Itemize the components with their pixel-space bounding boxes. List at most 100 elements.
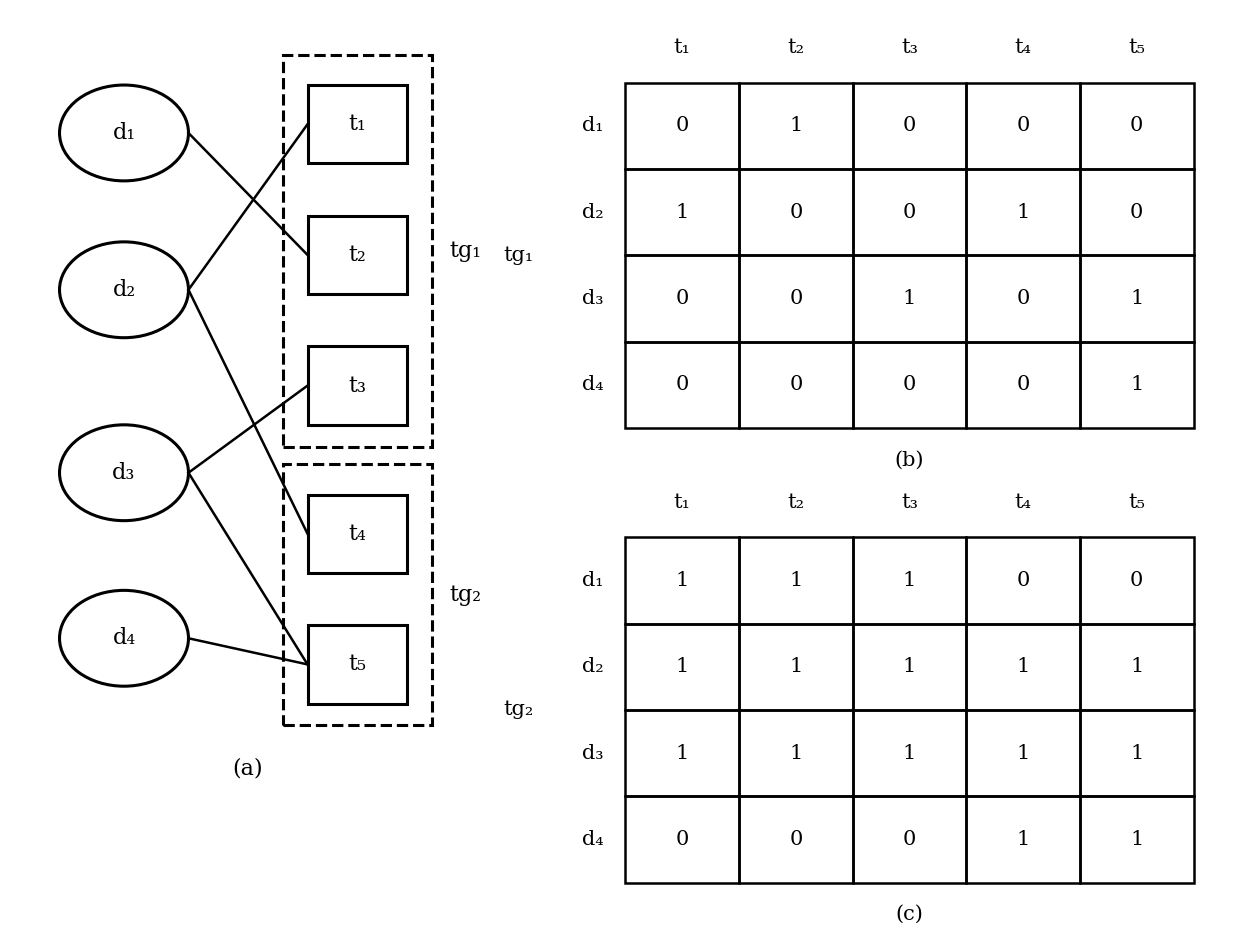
Text: t₂: t₂ xyxy=(348,244,366,266)
Text: 1: 1 xyxy=(676,743,689,762)
Text: t₁: t₁ xyxy=(673,492,691,511)
Text: 0: 0 xyxy=(1130,571,1143,590)
Text: 1: 1 xyxy=(676,203,689,222)
Bar xyxy=(625,623,739,710)
Text: t₁: t₁ xyxy=(348,114,366,135)
Text: t₂: t₂ xyxy=(787,492,805,511)
Text: 1: 1 xyxy=(789,116,802,135)
Text: (b): (b) xyxy=(895,451,924,470)
Bar xyxy=(739,710,853,796)
Text: tg₁: tg₁ xyxy=(503,246,533,265)
Text: t₄: t₄ xyxy=(1014,38,1032,57)
Text: 0: 0 xyxy=(903,830,916,849)
Text: 0: 0 xyxy=(1017,116,1030,135)
Bar xyxy=(1080,82,1194,169)
Text: 1: 1 xyxy=(903,657,916,676)
Bar xyxy=(853,169,966,256)
Bar xyxy=(966,796,1080,883)
Bar xyxy=(1080,169,1194,256)
Text: d₂: d₂ xyxy=(113,278,135,301)
Bar xyxy=(1080,710,1194,796)
Bar xyxy=(625,710,739,796)
Text: 0: 0 xyxy=(676,830,689,849)
Text: 0: 0 xyxy=(789,203,802,222)
Text: (c): (c) xyxy=(895,905,924,924)
Text: d₄: d₄ xyxy=(583,830,604,849)
Text: 0: 0 xyxy=(903,116,916,135)
Bar xyxy=(966,537,1080,623)
Bar xyxy=(853,256,966,342)
Text: t₅: t₅ xyxy=(1128,38,1146,57)
Bar xyxy=(1080,623,1194,710)
Text: d₁: d₁ xyxy=(113,122,135,144)
Text: 1: 1 xyxy=(1130,743,1143,762)
Bar xyxy=(966,169,1080,256)
Text: d₁: d₁ xyxy=(583,571,604,590)
Text: t₄: t₄ xyxy=(1014,492,1032,511)
Text: t₄: t₄ xyxy=(348,523,366,545)
Text: t₃: t₃ xyxy=(348,375,366,397)
Bar xyxy=(853,623,966,710)
Text: d₂: d₂ xyxy=(582,203,604,222)
Text: 0: 0 xyxy=(903,203,916,222)
Bar xyxy=(739,256,853,342)
Text: t₂: t₂ xyxy=(787,38,805,57)
Text: 0: 0 xyxy=(1017,289,1030,308)
Text: 0: 0 xyxy=(789,830,802,849)
Text: 1: 1 xyxy=(903,289,916,308)
Bar xyxy=(853,342,966,428)
Bar xyxy=(853,710,966,796)
Bar xyxy=(625,537,739,623)
Text: d₃: d₃ xyxy=(583,743,604,762)
Bar xyxy=(966,342,1080,428)
Text: d₃: d₃ xyxy=(113,462,135,484)
Text: 0: 0 xyxy=(789,375,802,394)
Text: tg₁: tg₁ xyxy=(449,240,481,261)
Text: d₁: d₁ xyxy=(583,116,604,135)
Text: 0: 0 xyxy=(676,289,689,308)
Bar xyxy=(1080,796,1194,883)
Bar xyxy=(1080,537,1194,623)
Bar xyxy=(853,82,966,169)
Text: 0: 0 xyxy=(1017,375,1030,394)
Text: t₅: t₅ xyxy=(1128,492,1146,511)
Text: 1: 1 xyxy=(903,743,916,762)
Text: d₄: d₄ xyxy=(583,375,604,394)
Text: 1: 1 xyxy=(789,571,802,590)
Bar xyxy=(966,623,1080,710)
Text: 0: 0 xyxy=(676,116,689,135)
Text: t₅: t₅ xyxy=(348,653,366,675)
Text: d₂: d₂ xyxy=(582,657,604,676)
Bar xyxy=(739,342,853,428)
Text: d₃: d₃ xyxy=(583,289,604,308)
Text: 1: 1 xyxy=(789,743,802,762)
Text: 1: 1 xyxy=(1130,657,1143,676)
Bar xyxy=(966,710,1080,796)
Bar xyxy=(853,537,966,623)
Text: 1: 1 xyxy=(676,657,689,676)
Bar xyxy=(1080,342,1194,428)
Bar xyxy=(739,169,853,256)
Text: 0: 0 xyxy=(903,375,916,394)
Text: tg₂: tg₂ xyxy=(503,701,533,720)
Text: t₃: t₃ xyxy=(901,38,918,57)
Text: 1: 1 xyxy=(1130,375,1143,394)
Bar xyxy=(966,256,1080,342)
Bar xyxy=(625,796,739,883)
Text: 0: 0 xyxy=(1017,571,1030,590)
Text: d₄: d₄ xyxy=(113,627,135,650)
Text: 0: 0 xyxy=(789,289,802,308)
Bar xyxy=(739,796,853,883)
Text: 1: 1 xyxy=(1017,743,1030,762)
Bar xyxy=(966,82,1080,169)
Text: 1: 1 xyxy=(676,571,689,590)
Bar xyxy=(739,537,853,623)
Text: (a): (a) xyxy=(233,758,263,780)
Text: 0: 0 xyxy=(1130,116,1143,135)
Text: 1: 1 xyxy=(903,571,916,590)
Text: 1: 1 xyxy=(789,657,802,676)
Text: 1: 1 xyxy=(1017,657,1030,676)
Text: 1: 1 xyxy=(1017,203,1030,222)
Text: tg₂: tg₂ xyxy=(449,583,481,606)
Text: 0: 0 xyxy=(676,375,689,394)
